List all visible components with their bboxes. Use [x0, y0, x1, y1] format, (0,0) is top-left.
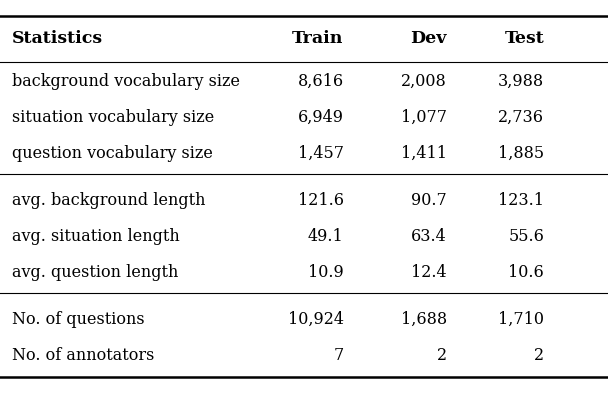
Text: No. of annotators: No. of annotators: [12, 347, 154, 364]
Text: 12.4: 12.4: [411, 264, 447, 281]
Text: avg. situation length: avg. situation length: [12, 228, 180, 245]
Text: 1,710: 1,710: [498, 311, 544, 328]
Text: background vocabulary size: background vocabulary size: [12, 73, 240, 90]
Text: 1,411: 1,411: [401, 145, 447, 162]
Text: question vocabulary size: question vocabulary size: [12, 145, 213, 162]
Text: avg. question length: avg. question length: [12, 264, 179, 281]
Text: 63.4: 63.4: [411, 228, 447, 245]
Text: 7: 7: [333, 347, 344, 364]
Text: 3,988: 3,988: [498, 73, 544, 90]
Text: Dev: Dev: [410, 30, 447, 47]
Text: Statistics: Statistics: [12, 30, 103, 47]
Text: 2,008: 2,008: [401, 73, 447, 90]
Text: 1,457: 1,457: [297, 145, 344, 162]
Text: 55.6: 55.6: [508, 228, 544, 245]
Text: 49.1: 49.1: [308, 228, 344, 245]
Text: Test: Test: [505, 30, 544, 47]
Text: 2: 2: [437, 347, 447, 364]
Text: 6,949: 6,949: [297, 109, 344, 126]
Text: 1,688: 1,688: [401, 311, 447, 328]
Text: 123.1: 123.1: [498, 192, 544, 209]
Text: 10,924: 10,924: [288, 311, 344, 328]
Text: 121.6: 121.6: [297, 192, 344, 209]
Text: situation vocabulary size: situation vocabulary size: [12, 109, 215, 126]
Text: 1,077: 1,077: [401, 109, 447, 126]
Text: avg. background length: avg. background length: [12, 192, 206, 209]
Text: 2: 2: [534, 347, 544, 364]
Text: 1,885: 1,885: [498, 145, 544, 162]
Text: Train: Train: [292, 30, 344, 47]
Text: 2,736: 2,736: [498, 109, 544, 126]
Text: 10.6: 10.6: [508, 264, 544, 281]
Text: No. of questions: No. of questions: [12, 311, 145, 328]
Text: 90.7: 90.7: [411, 192, 447, 209]
Text: 10.9: 10.9: [308, 264, 344, 281]
Text: 8,616: 8,616: [297, 73, 344, 90]
